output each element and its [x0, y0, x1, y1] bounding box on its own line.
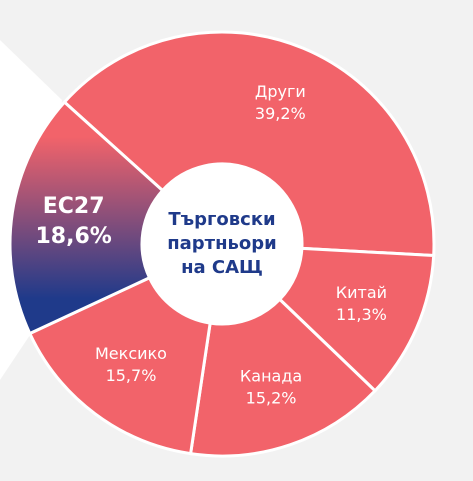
center-text: на САЩ: [181, 257, 263, 278]
slice-name: Канада: [240, 366, 302, 385]
slice-name: Други: [255, 82, 306, 101]
center-label: Търговски партньори на САЩ: [167, 209, 277, 278]
value-label: 39,2%: [255, 104, 306, 123]
slice-name: Китай: [336, 283, 387, 302]
value-label: 11,3%: [336, 305, 387, 324]
value-label: 15,7%: [106, 366, 157, 385]
value-label: 15,2%: [246, 388, 297, 407]
slice-name: Мексико: [95, 344, 167, 363]
value-label: 18,6%: [35, 224, 111, 249]
slice-name: ЕС27: [43, 194, 105, 219]
center-text: Търговски: [168, 209, 275, 230]
center-text: партньори: [167, 233, 277, 254]
center-hole: [142, 164, 302, 324]
